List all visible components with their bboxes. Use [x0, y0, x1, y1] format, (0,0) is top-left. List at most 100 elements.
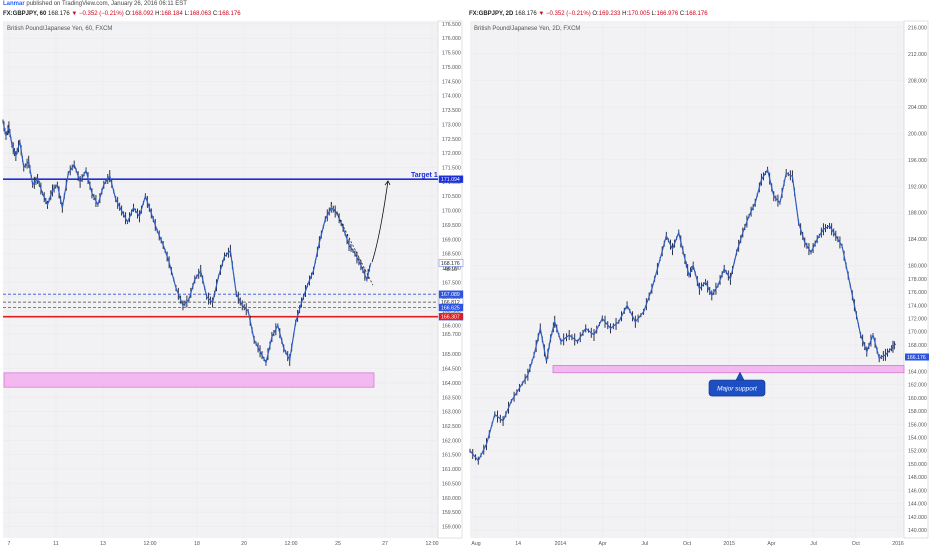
right-price-chart[interactable]: 216.000 212.000 208.000 204.000 200.000 196.0…: [466, 19, 932, 550]
right-y-tick: 154.000: [908, 436, 927, 442]
left-x-tick: 13: [100, 541, 106, 547]
left-y-tick: 163.000: [442, 410, 461, 416]
right-y-tick: 162.000: [908, 383, 927, 389]
left-price-badge-bg: [438, 259, 464, 267]
right-y-tick: 144.000: [908, 502, 927, 508]
left-symbol: FX:GBPJPY, 60: [3, 11, 47, 17]
left-y-tick: 173.000: [442, 122, 461, 128]
left-x-tick: 20: [241, 541, 247, 547]
left-price-axis[interactable]: [437, 20, 463, 539]
left-price-badge-text: 171.094: [441, 177, 460, 183]
target-1-label: Target 1: [411, 172, 438, 179]
left-price-badge-bg: [438, 303, 464, 312]
left-price-badge: 171.094: [438, 175, 464, 183]
right-y-tick: 180.000: [908, 264, 927, 270]
right-y-tick: 196.000: [908, 158, 927, 164]
right-time-axis[interactable]: [470, 538, 904, 548]
right-y-tick: 142.000: [908, 515, 927, 521]
right-x-tick: 14: [515, 541, 521, 547]
right-price-series: [469, 168, 897, 462]
right-ohlc-legend: FX:GBPJPY, 2D 168.176 ▼ −0.352 (−0.21%) …: [469, 11, 708, 17]
right-y-tick: 184.000: [908, 237, 927, 243]
right-y-tick: 176.000: [908, 290, 927, 296]
left-plot-background: [3, 21, 438, 538]
left-y-tick: 166.500: [442, 309, 461, 315]
left-y-tick: 165.000: [442, 352, 461, 358]
left-price-series: [2, 121, 372, 365]
left-x-tick: 12:00: [285, 541, 298, 547]
left-y-tick: 166.000: [442, 323, 461, 329]
right-low: 166.976: [656, 11, 679, 17]
left-price-chart[interactable]: 176.500 176.000 175.500 175.000 174.500 174.0…: [0, 19, 466, 550]
left-ohlc-legend: FX:GBPJPY, 60 168.176 ▼ −0.352 (−0.21%) …: [3, 11, 241, 17]
left-y-tick: 168.000: [442, 266, 461, 272]
left-x-tick: 12:00: [426, 541, 439, 547]
left-close: 168.176: [218, 11, 241, 17]
right-high: 170.005: [628, 11, 650, 17]
right-symbol: FX:GBPJPY, 2D: [469, 11, 514, 17]
callout-pointer: [735, 371, 745, 381]
right-y-tick: 188.000: [908, 211, 927, 217]
right-x-tick: 2016: [892, 541, 904, 547]
left-y-tick: 159.000: [442, 525, 461, 531]
author-name[interactable]: Lanmar: [3, 1, 25, 7]
left-y-tick: 176.500: [442, 22, 461, 28]
publish-header: Lanmar published on TradingView.com, Jan…: [0, 0, 932, 9]
major-support-callout: [708, 379, 766, 397]
projection-arrowhead: [384, 180, 391, 186]
right-y-tick: 140.000: [908, 528, 927, 534]
left-y-tick: 171.500: [442, 165, 461, 171]
right-y-tick: 158.000: [908, 409, 927, 415]
right-price-badge-text: 166.176: [907, 355, 926, 361]
right-last-price: 168.176: [515, 11, 537, 17]
left-x-tick: 27: [382, 541, 388, 547]
left-chart-title: British Pound/Japanese Yen, 60, FXCM: [7, 26, 112, 32]
right-y-tick: 160.000: [908, 396, 927, 402]
right-y-tick: 204.000: [908, 105, 927, 111]
left-price-badge-bg: [438, 312, 464, 321]
right-y-tick: 178.000: [908, 277, 927, 283]
projection-arrow: [371, 180, 389, 263]
left-y-tick: 160.500: [442, 481, 461, 487]
right-price-badge: 166.176: [905, 353, 929, 361]
left-y-tick: 161.000: [442, 467, 461, 473]
left-y-tick: 170.500: [442, 194, 461, 200]
left-open: 168.092: [131, 11, 154, 17]
left-y-tick: 174.000: [442, 94, 461, 100]
left-y-tick: 172.000: [442, 151, 461, 157]
left-price-badge-text: 166.812: [441, 300, 460, 306]
right-chart-panel[interactable]: FX:GBPJPY, 2D 168.176 ▼ −0.352 (−0.21%) …: [466, 9, 932, 550]
left-y-tick: 169.500: [442, 223, 461, 229]
left-time-axis[interactable]: [3, 538, 438, 548]
left-price-badge-bg: [438, 290, 464, 298]
right-y-tick: 200.000: [908, 131, 927, 137]
left-x-tick: 12:00: [144, 541, 157, 547]
right-y-tick: 148.000: [908, 475, 927, 481]
left-countdown: 48:10: [444, 267, 457, 273]
left-y-tick: 175.500: [442, 51, 461, 57]
left-chart-panel[interactable]: FX:GBPJPY, 60 168.176 ▼ −0.352 (−0.21%) …: [0, 9, 466, 550]
right-x-tick: Oct: [683, 541, 692, 547]
left-price-badge-text: 166.625: [441, 306, 460, 312]
left-y-tick: 159.500: [442, 510, 461, 516]
right-y-tick: 156.000: [908, 422, 927, 428]
right-y-tick: 192.000: [908, 184, 927, 190]
right-open: 169.233: [598, 11, 621, 17]
left-high: 168.184: [161, 11, 183, 17]
left-y-tick: 176.000: [442, 36, 461, 42]
left-y-tick: 165.700: [442, 332, 461, 338]
left-price-badge: 166.625: [438, 303, 464, 312]
right-x-tick: 2014: [555, 541, 567, 547]
left-y-tick: 163.500: [442, 395, 461, 401]
left-y-tick: 160.000: [442, 496, 461, 502]
right-y-tick: 212.000: [908, 52, 927, 58]
right-x-tick: Aug: [471, 541, 480, 547]
right-y-tick: 216.000: [908, 26, 927, 32]
left-y-tick: 167.500: [442, 280, 461, 286]
right-x-tick: Oct: [852, 541, 861, 547]
right-price-axis[interactable]: [903, 20, 929, 539]
left-price-badge: 166.307: [438, 312, 464, 321]
left-x-tick: 7: [8, 541, 11, 547]
right-y-tick: 150.000: [908, 462, 927, 468]
right-y-tick: 146.000: [908, 488, 927, 494]
